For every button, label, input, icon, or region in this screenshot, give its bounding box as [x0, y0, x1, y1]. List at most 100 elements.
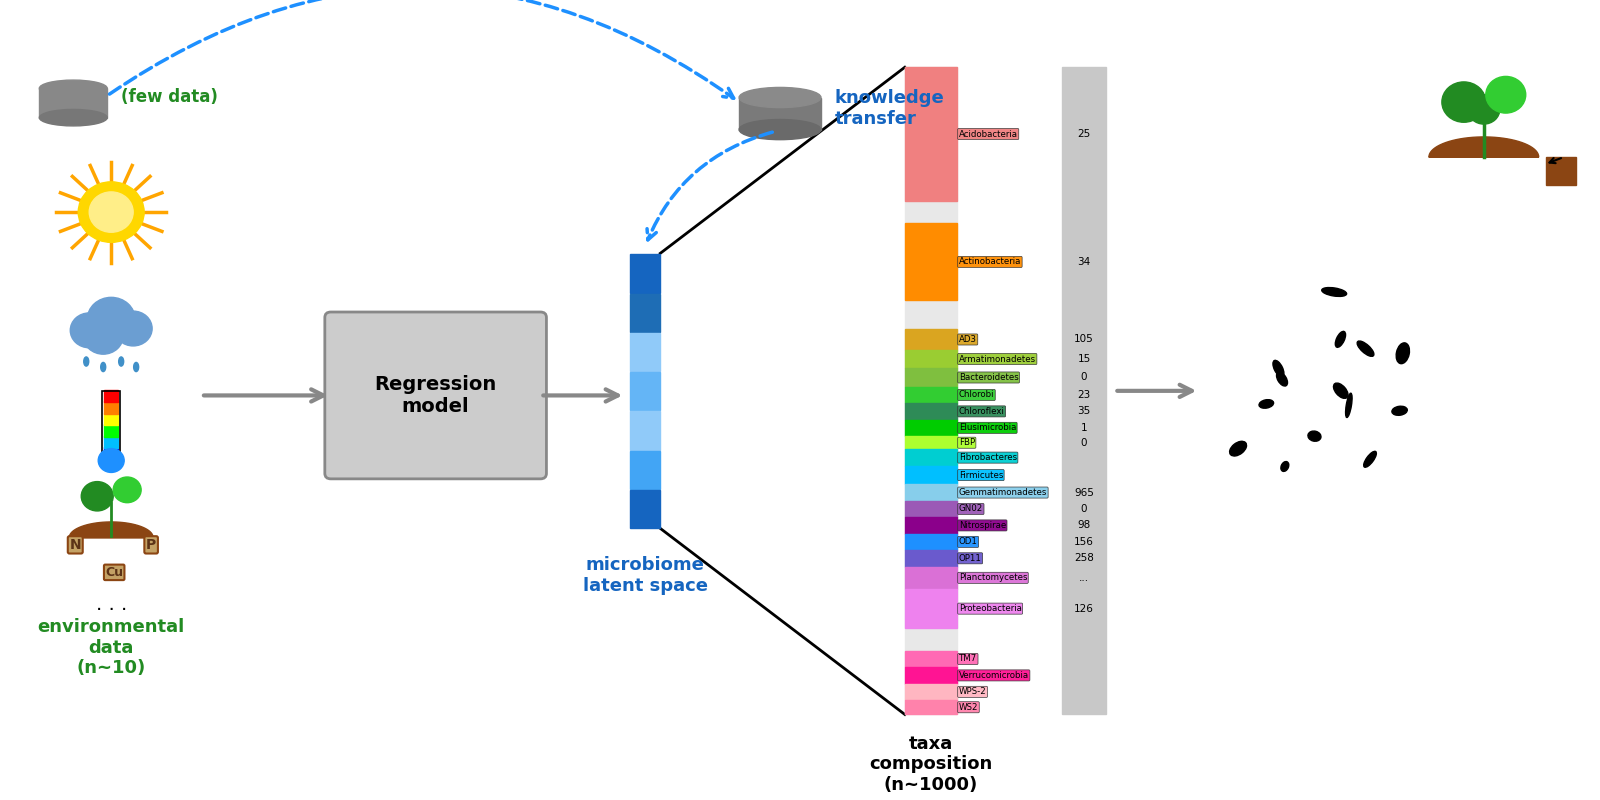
Circle shape	[78, 182, 144, 242]
Ellipse shape	[1336, 331, 1346, 347]
Ellipse shape	[118, 357, 123, 366]
FancyBboxPatch shape	[325, 312, 547, 479]
Text: GN02: GN02	[958, 505, 982, 514]
Bar	[104, 424, 118, 437]
Text: environmental
data
(n~10): environmental data (n~10)	[37, 618, 186, 678]
Ellipse shape	[1346, 394, 1352, 418]
Ellipse shape	[40, 80, 107, 97]
Text: Gemmatimonadetes: Gemmatimonadetes	[958, 488, 1046, 497]
Bar	[1546, 157, 1576, 185]
Bar	[630, 411, 661, 450]
Ellipse shape	[83, 357, 88, 366]
Bar	[630, 450, 661, 489]
Circle shape	[70, 313, 109, 348]
Text: 0: 0	[1080, 373, 1088, 382]
Text: 35: 35	[1077, 406, 1091, 416]
Text: Firmicutes: Firmicutes	[958, 470, 1003, 479]
Bar	[906, 589, 957, 628]
Bar	[906, 518, 957, 534]
Bar	[104, 390, 118, 402]
Text: OP11: OP11	[958, 554, 981, 562]
Circle shape	[83, 318, 123, 354]
Ellipse shape	[1333, 383, 1349, 398]
Text: 126: 126	[1074, 604, 1094, 614]
Text: 258: 258	[1074, 554, 1094, 563]
Text: Actinobacteria: Actinobacteria	[958, 258, 1021, 266]
Bar	[906, 700, 957, 714]
Ellipse shape	[1363, 451, 1376, 467]
Bar	[906, 368, 957, 386]
Circle shape	[114, 477, 141, 502]
Text: 23: 23	[1077, 390, 1091, 400]
Bar	[104, 402, 118, 414]
Text: 34: 34	[1077, 257, 1091, 267]
Text: 98: 98	[1077, 521, 1091, 530]
Ellipse shape	[1259, 400, 1274, 408]
Bar	[906, 466, 957, 484]
Text: Nitrospirae: Nitrospirae	[958, 521, 1006, 530]
Circle shape	[1442, 82, 1486, 122]
Bar	[40, 88, 107, 118]
Ellipse shape	[739, 87, 821, 107]
Bar	[906, 450, 957, 466]
Circle shape	[90, 192, 133, 232]
Text: knowledge
transfer: knowledge transfer	[835, 89, 944, 128]
Bar	[104, 447, 118, 459]
Bar	[906, 650, 957, 667]
Circle shape	[88, 298, 134, 342]
Ellipse shape	[1274, 360, 1283, 377]
Text: Armatimonadetes: Armatimonadetes	[958, 354, 1035, 363]
Ellipse shape	[134, 362, 139, 371]
Ellipse shape	[1307, 431, 1322, 442]
Text: microbiome
latent space: microbiome latent space	[582, 556, 707, 594]
Text: 1: 1	[1080, 423, 1088, 433]
Circle shape	[1467, 94, 1499, 124]
Text: Fibrobacteres: Fibrobacteres	[958, 453, 1018, 462]
Text: Chlorobi: Chlorobi	[958, 390, 994, 399]
Ellipse shape	[1277, 372, 1288, 386]
Ellipse shape	[101, 362, 106, 371]
Bar	[739, 98, 821, 130]
Bar	[906, 436, 957, 450]
Ellipse shape	[1282, 462, 1290, 471]
Text: AD3: AD3	[958, 335, 976, 344]
Text: 0: 0	[1080, 504, 1088, 514]
Text: 15: 15	[1077, 354, 1091, 364]
Text: WPS-2: WPS-2	[958, 687, 987, 696]
Text: OD1: OD1	[958, 538, 978, 546]
Text: 105: 105	[1074, 334, 1094, 345]
Text: 156: 156	[1074, 537, 1094, 547]
Bar	[906, 386, 957, 403]
Text: Planctomycetes: Planctomycetes	[958, 574, 1027, 582]
Bar	[630, 333, 661, 371]
Text: Bacteroidetes: Bacteroidetes	[958, 373, 1019, 382]
Text: . . .: . . .	[96, 595, 126, 614]
Bar	[906, 566, 957, 589]
Text: Verrucomicrobia: Verrucomicrobia	[958, 671, 1029, 680]
Ellipse shape	[1397, 343, 1410, 364]
Text: ...: ...	[1078, 573, 1090, 583]
Text: Proteobacteria: Proteobacteria	[958, 604, 1021, 613]
Bar	[104, 413, 118, 426]
Circle shape	[114, 311, 152, 346]
Ellipse shape	[1322, 287, 1347, 297]
Text: Acidobacteria: Acidobacteria	[958, 130, 1018, 138]
Bar	[906, 223, 957, 301]
Bar	[630, 490, 661, 528]
Text: 965: 965	[1074, 487, 1094, 498]
Text: Chloroflexi: Chloroflexi	[958, 407, 1005, 416]
Bar	[102, 391, 120, 459]
Text: WS2: WS2	[958, 702, 978, 712]
Ellipse shape	[739, 119, 821, 140]
Circle shape	[1184, 262, 1464, 519]
Bar	[906, 403, 957, 420]
Polygon shape	[69, 522, 154, 538]
Bar	[906, 420, 957, 436]
Bar	[906, 350, 957, 368]
Bar	[630, 254, 661, 293]
Circle shape	[82, 482, 114, 511]
Text: 0: 0	[1080, 438, 1088, 448]
Text: Regression
model: Regression model	[374, 375, 496, 416]
Bar	[906, 330, 957, 350]
Text: Elusimicrobia: Elusimicrobia	[958, 423, 1016, 432]
